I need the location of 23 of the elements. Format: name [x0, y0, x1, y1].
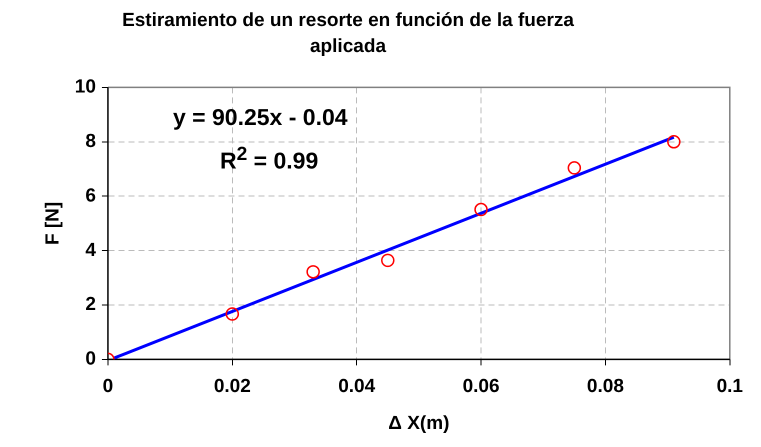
y-tick-label: 0 — [85, 348, 96, 370]
y-tick-label: 8 — [85, 131, 96, 152]
x-axis-title: Δ X(m) — [388, 412, 450, 434]
x-tick-label: 0.04 — [338, 376, 376, 398]
annotation: R$^{2}$ = 0.99 — [220, 144, 318, 175]
x-tick-label: 0 — [102, 376, 114, 398]
point — [474, 202, 488, 216]
annotation: y = 90.25x - 0.04 — [173, 104, 348, 131]
x-tick-label: 0.1 — [716, 376, 744, 398]
point — [226, 307, 240, 321]
x-tick-label: 0.06 — [462, 376, 500, 398]
y-tick-label: 6 — [85, 185, 96, 206]
chart-title: Estiramiento de un resorte en función de la fuerza aplicada — [121, 9, 575, 59]
point — [667, 135, 681, 149]
y-tick-label: 4 — [85, 240, 96, 261]
y-tick-label: 2 — [85, 294, 96, 316]
x-tick-label: 0.08 — [586, 376, 624, 398]
point — [306, 265, 320, 279]
y-tick-label: 10 — [74, 76, 96, 98]
y-axis-title: F [N] — [42, 202, 64, 246]
point — [568, 161, 582, 175]
point — [381, 254, 395, 268]
x-tick-label: 0.02 — [214, 376, 251, 398]
